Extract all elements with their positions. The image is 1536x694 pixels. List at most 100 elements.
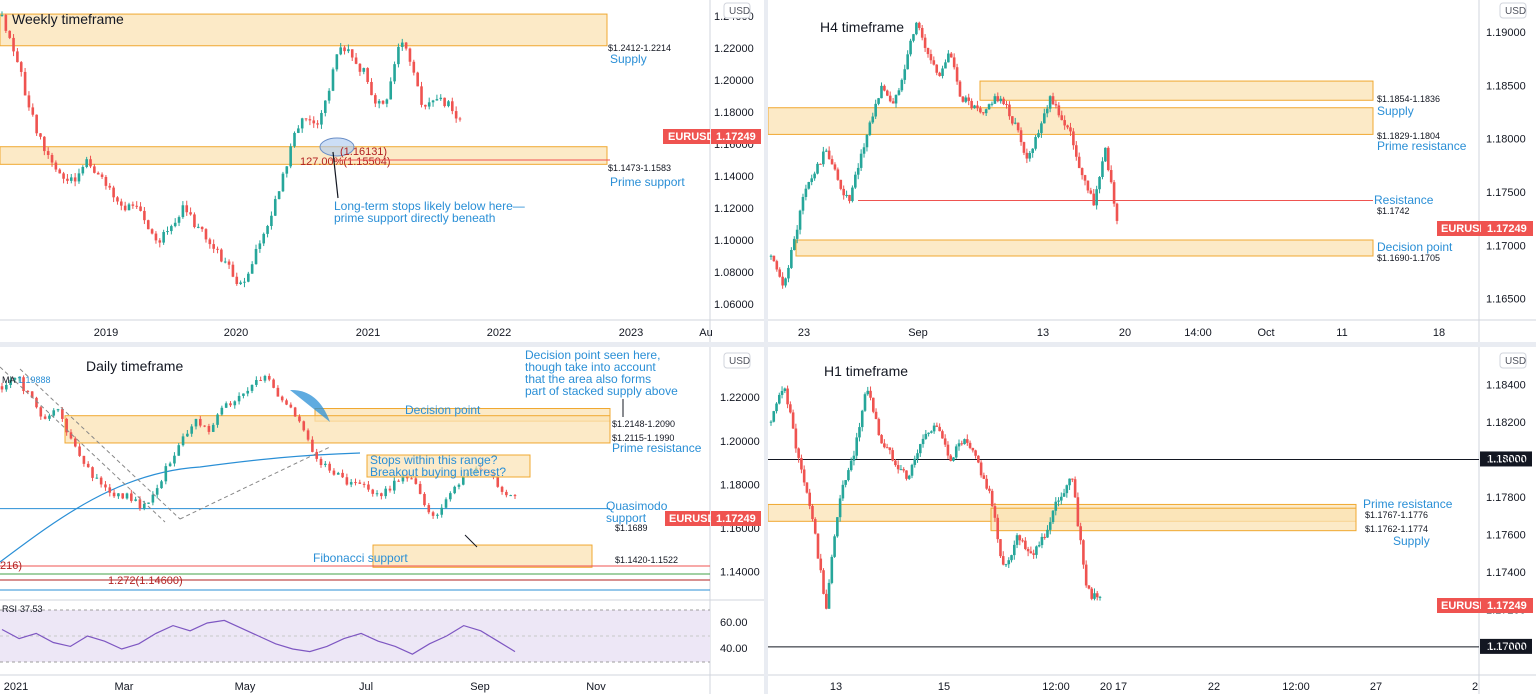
candle (808, 488, 812, 510)
x-tick-label: 17 (1115, 681, 1127, 693)
candle (819, 553, 823, 573)
hline-price-tag (1480, 638, 1532, 654)
candle (880, 82, 883, 99)
candle (880, 434, 883, 444)
candle (827, 146, 831, 160)
currency-badge[interactable] (1499, 352, 1527, 369)
h1-chart-panel[interactable]: 1.18000 1.17000 1.18400 1.18200 1.18000 1.17… (768, 347, 1536, 694)
candle (1025, 148, 1029, 164)
y-tick-label: 1.18400 (1486, 379, 1526, 391)
candle (1019, 127, 1023, 146)
candle (227, 259, 231, 269)
x-tick-label: 2021 (356, 327, 380, 339)
candle (833, 534, 836, 558)
candle (949, 454, 953, 462)
candle (990, 101, 994, 107)
zone-supply (979, 80, 1374, 101)
h4-chart-panel[interactable]: 1.19000 1.18500 1.18000 1.17500 1.17000 1.165… (768, 0, 1536, 342)
candle (139, 202, 142, 212)
candle (16, 48, 19, 63)
candle (375, 490, 379, 497)
candle (423, 492, 426, 507)
currency-badge-label: USD (729, 356, 750, 367)
candle (336, 471, 340, 475)
candle (955, 63, 959, 85)
candle (930, 430, 933, 434)
candle (513, 493, 517, 499)
candle (838, 494, 842, 522)
currency-badge-label: USD (1505, 6, 1526, 17)
candle (158, 238, 162, 248)
currency-badge[interactable] (723, 352, 751, 369)
candle (918, 443, 922, 457)
stops-highlight-ellipse (319, 137, 355, 157)
candle (952, 457, 955, 462)
candle (277, 191, 281, 200)
candle (170, 224, 173, 235)
candle (1018, 534, 1022, 546)
weekly-chart[interactable]: 1.240001.220001.200001.180001.160001.140… (0, 0, 764, 342)
daily-chart-panel[interactable]: 1.22000 1.20000 1.18000 1.16000 1.14000 2021… (0, 347, 764, 694)
candle (824, 589, 828, 610)
decision-point-range-label: $1.1690-1.1705 (1377, 253, 1440, 263)
candle (220, 248, 223, 263)
candle (121, 493, 125, 500)
candle (400, 38, 404, 51)
candle (259, 376, 262, 382)
candle (69, 174, 73, 184)
chart-title: Daily timeframe (86, 358, 183, 374)
candle (320, 110, 323, 129)
last-price-label: 1.17249 (716, 131, 756, 143)
annotation-line-2: prime support directly beneath (334, 211, 495, 225)
candle (1028, 150, 1032, 162)
trendline-2 (19, 368, 181, 520)
candle (300, 117, 304, 133)
candle (19, 60, 23, 77)
candle (1084, 560, 1088, 588)
candle (93, 163, 96, 174)
candle (276, 385, 280, 397)
candle (239, 280, 242, 286)
candle (985, 475, 988, 490)
candle (457, 483, 461, 490)
candle (285, 398, 288, 406)
candle (135, 201, 139, 210)
candle (229, 401, 232, 408)
candle (787, 265, 790, 283)
candle (134, 496, 137, 502)
candle (35, 396, 38, 409)
candle (903, 64, 907, 85)
candle (125, 492, 129, 500)
candle (17, 376, 21, 382)
candle (117, 493, 120, 499)
candle (431, 510, 435, 519)
candle (211, 422, 215, 433)
currency-badge[interactable] (723, 2, 751, 19)
candle (440, 504, 444, 518)
x-tick-label: 12:00 (1042, 681, 1070, 693)
candle (970, 98, 973, 110)
resistance-label: Resistance (1374, 193, 1434, 207)
x-tick-label: May (235, 681, 256, 693)
annotation-text: Long-term stops likely below here— prime … (334, 199, 525, 225)
candle (212, 239, 215, 253)
candle (822, 568, 825, 595)
candle (66, 174, 69, 184)
fib-label-2: 127.00%(1.15504) (300, 156, 391, 168)
candle (31, 103, 35, 117)
daily-chart[interactable]: 1.22000 1.20000 1.18000 1.16000 1.14000 2021… (0, 347, 764, 694)
currency-badge[interactable] (1499, 2, 1527, 19)
y-tick-label: 1.16000 (720, 523, 760, 535)
candle (897, 87, 901, 96)
candle (388, 485, 392, 493)
candle (1004, 563, 1008, 567)
rsi-ytick-60: 60.00 (720, 617, 748, 629)
instrument-tag (665, 511, 710, 526)
h4-chart[interactable]: 1.19000 1.18500 1.18000 1.17500 1.17000 1.165… (768, 0, 1536, 342)
x-tick-label: 2022 (487, 327, 511, 339)
candle (888, 447, 892, 455)
weekly-chart-panel[interactable]: 1.240001.220001.200001.180001.160001.140… (0, 0, 764, 342)
zone-supply (0, 13, 608, 47)
candle (56, 408, 60, 413)
